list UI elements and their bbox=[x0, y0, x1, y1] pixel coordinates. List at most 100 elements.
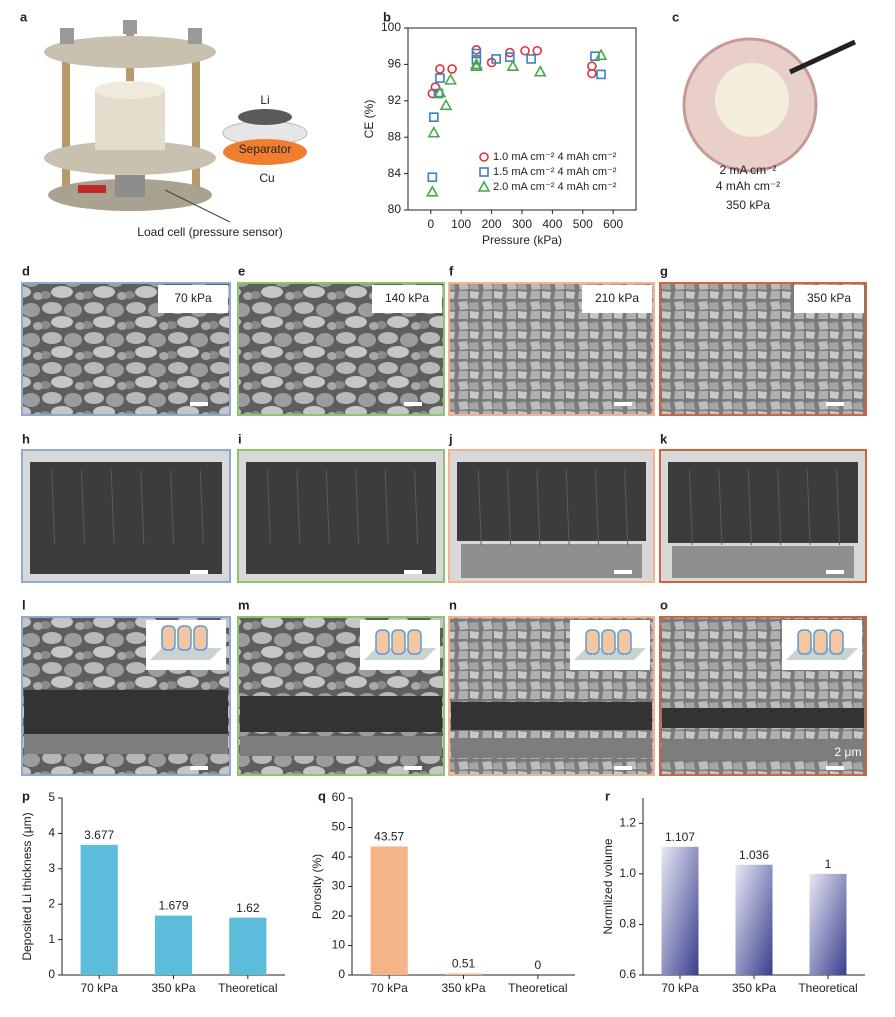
panel-letter: i bbox=[238, 431, 242, 446]
y-tick-label: 1.0 bbox=[619, 866, 636, 880]
diagram-label: Separator bbox=[239, 142, 292, 156]
scale-bar bbox=[190, 570, 208, 574]
scale-bar bbox=[404, 570, 422, 574]
li-layer bbox=[238, 109, 292, 125]
y-tick-label: 92 bbox=[388, 93, 402, 107]
value-label: 0.51 bbox=[452, 957, 476, 971]
data-point bbox=[470, 59, 483, 72]
x-tick-label: 200 bbox=[482, 217, 502, 231]
y-tick-label: 0 bbox=[48, 967, 55, 981]
y-tick-label: 30 bbox=[332, 879, 346, 893]
inset-grain bbox=[177, 625, 192, 651]
x-tick-label: 350 kPa bbox=[732, 981, 776, 995]
column-line bbox=[266, 469, 271, 546]
data-point bbox=[427, 126, 441, 138]
panel-letter: k bbox=[660, 431, 668, 446]
y-tick-label: 60 bbox=[332, 790, 346, 804]
y-tick-label: 10 bbox=[332, 938, 346, 952]
panel-letter: m bbox=[238, 597, 250, 612]
x-tick-label: Theoretical bbox=[508, 981, 567, 995]
value-label: 3.677 bbox=[84, 828, 114, 842]
x-tick-label: 400 bbox=[542, 217, 562, 231]
x-tick-label: 100 bbox=[451, 217, 471, 231]
inset-grain bbox=[391, 629, 406, 655]
value-label: 1.62 bbox=[236, 901, 260, 915]
cu-layer bbox=[223, 139, 307, 165]
y-tick-label: 50 bbox=[332, 820, 346, 834]
scale-bar-label: 2 μm bbox=[835, 745, 862, 759]
y-tick-label: 0 bbox=[338, 967, 345, 981]
caption: Load cell (pressure sensor) bbox=[137, 225, 282, 239]
column-line bbox=[199, 469, 204, 546]
panel-letter: f bbox=[449, 263, 454, 278]
substrate bbox=[662, 740, 864, 760]
panel-letter: e bbox=[238, 263, 245, 278]
data-point bbox=[596, 69, 606, 80]
data-point bbox=[526, 54, 536, 64]
x-tick-label: 350 kPa bbox=[151, 981, 195, 995]
data-point bbox=[471, 55, 482, 65]
scale-bar bbox=[614, 766, 632, 770]
y-tick-label: 1 bbox=[48, 932, 55, 946]
legend-marker bbox=[477, 180, 491, 192]
inset-grain bbox=[617, 629, 632, 655]
substrate bbox=[240, 736, 442, 756]
panel-letter: c bbox=[672, 9, 679, 24]
cross-section bbox=[668, 462, 858, 543]
column-line bbox=[806, 469, 811, 546]
load-cell bbox=[115, 175, 145, 197]
sensor-cable bbox=[78, 185, 106, 193]
column-line bbox=[170, 469, 175, 546]
substrate bbox=[461, 544, 642, 578]
x-tick-label: Theoretical bbox=[798, 981, 857, 995]
bar bbox=[809, 873, 847, 975]
x-tick-label: 0 bbox=[427, 217, 434, 231]
y-tick-label: 88 bbox=[388, 129, 402, 143]
nut bbox=[123, 20, 137, 34]
rod bbox=[62, 40, 70, 200]
rod bbox=[192, 40, 200, 200]
inset-substrate bbox=[150, 648, 222, 660]
y-tick-label: 0.8 bbox=[619, 917, 636, 931]
data-point bbox=[447, 64, 457, 74]
data-point bbox=[439, 98, 453, 111]
column-line bbox=[507, 469, 512, 546]
y-tick-label: 2 bbox=[48, 896, 55, 910]
li-deposit bbox=[715, 63, 789, 137]
bar bbox=[80, 844, 118, 975]
column-line bbox=[477, 469, 482, 546]
data-point bbox=[532, 45, 543, 56]
condition-text: 4 mAh cm⁻² bbox=[716, 179, 780, 193]
y-axis-label: Deposited Li thickness (μm) bbox=[20, 812, 34, 960]
panel-letter: n bbox=[449, 597, 457, 612]
y-axis-label: Porosity (%) bbox=[310, 854, 324, 919]
legend-label: 2.0 mA cm⁻² 4 mAh cm⁻² bbox=[493, 181, 617, 193]
y-axis-label: Normlized volume bbox=[601, 838, 615, 934]
nut bbox=[60, 28, 74, 44]
panel-letter: q bbox=[318, 788, 326, 803]
column-line bbox=[110, 469, 115, 546]
column-line bbox=[565, 469, 570, 546]
inset-grain bbox=[813, 629, 828, 655]
cylinder-top bbox=[95, 81, 165, 99]
inset-grain bbox=[585, 629, 600, 655]
bar bbox=[154, 915, 193, 975]
pressure-label: 210 kPa bbox=[595, 291, 639, 305]
inset-grain bbox=[797, 629, 812, 655]
column-line bbox=[688, 469, 693, 546]
column-line bbox=[777, 469, 782, 546]
y-tick-label: 96 bbox=[388, 57, 402, 71]
data-point bbox=[433, 85, 447, 98]
bar bbox=[370, 846, 408, 975]
substrate bbox=[672, 546, 854, 578]
scale-bar bbox=[614, 570, 632, 574]
panel-letter: p bbox=[22, 788, 30, 803]
film-section bbox=[662, 708, 864, 728]
apparatus-illustration: Li Separator Cu Load cell (pressure sens… bbox=[44, 20, 308, 239]
data-point bbox=[427, 172, 438, 183]
scale-bar bbox=[190, 402, 208, 406]
data-point bbox=[429, 112, 439, 122]
scale-bar bbox=[826, 766, 844, 770]
x-tick-label: 70 kPa bbox=[370, 981, 408, 995]
pressure-label: 70 kPa bbox=[174, 291, 212, 305]
